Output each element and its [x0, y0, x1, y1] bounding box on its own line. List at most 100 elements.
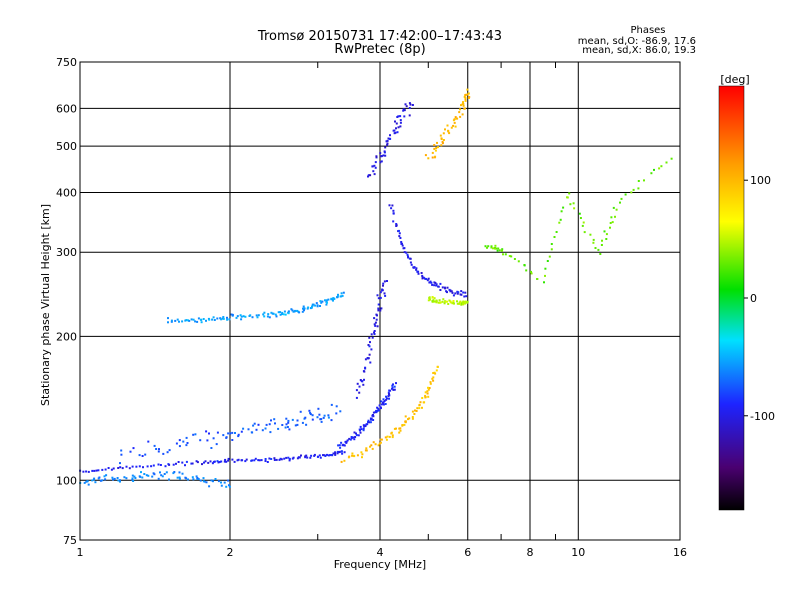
data-point — [411, 410, 414, 413]
data-point — [399, 429, 402, 432]
y-tick-label: 750 — [56, 56, 77, 69]
data-point — [379, 152, 382, 155]
data-point — [398, 431, 401, 434]
data-point — [385, 395, 387, 398]
data-point — [263, 311, 266, 314]
data-point — [319, 300, 322, 303]
data-point — [609, 226, 611, 229]
data-point — [178, 445, 181, 448]
data-point — [104, 468, 107, 471]
data-point — [569, 203, 572, 206]
data-point — [658, 167, 661, 170]
chart-title: Tromsø 20150731 17:42:00–17:43:43 — [257, 29, 502, 44]
data-point — [415, 410, 418, 412]
data-point — [494, 247, 497, 250]
data-point — [340, 450, 343, 453]
data-point — [299, 410, 302, 413]
data-point — [462, 101, 464, 104]
data-point — [121, 467, 124, 470]
data-point — [160, 474, 163, 477]
data-point — [355, 389, 358, 392]
data-point — [138, 465, 141, 468]
data-point — [159, 471, 161, 474]
data-point — [249, 314, 252, 317]
data-point — [141, 455, 144, 457]
data-point — [207, 461, 210, 464]
data-point — [358, 385, 361, 388]
data-point — [399, 125, 402, 128]
data-point — [225, 436, 228, 439]
data-point — [388, 435, 391, 438]
data-point — [99, 479, 102, 482]
data-point — [311, 304, 314, 307]
data-point — [434, 149, 437, 152]
data-point — [441, 300, 444, 303]
y-tick-label: 300 — [56, 246, 77, 259]
data-point — [273, 457, 276, 460]
data-point — [391, 204, 394, 207]
data-point — [306, 307, 309, 310]
data-point — [309, 456, 312, 459]
data-point — [131, 477, 134, 480]
data-point — [374, 411, 377, 414]
data-point — [373, 333, 376, 335]
data-point — [395, 223, 398, 225]
data-point — [375, 409, 378, 412]
data-point — [335, 412, 338, 415]
data-point — [178, 476, 181, 479]
data-point — [605, 233, 608, 236]
data-point — [427, 395, 430, 398]
data-point — [373, 330, 376, 332]
data-point — [268, 457, 271, 460]
data-point — [632, 188, 635, 191]
data-point — [417, 272, 420, 275]
data-point — [205, 319, 207, 322]
data-point — [356, 382, 359, 385]
data-point — [231, 458, 234, 461]
data-point — [229, 432, 232, 435]
data-point — [391, 434, 394, 437]
data-point — [263, 315, 266, 318]
data-point — [379, 438, 382, 441]
data-point — [152, 464, 155, 467]
data-point — [433, 297, 436, 300]
data-point — [396, 131, 399, 134]
data-point — [421, 274, 424, 277]
data-point — [452, 294, 455, 297]
data-point — [275, 458, 278, 461]
data-point — [305, 454, 308, 457]
data-point — [190, 462, 193, 465]
data-point — [340, 460, 343, 463]
data-point — [313, 454, 316, 457]
chart-subtitle: RwPretec (8p) — [334, 42, 425, 57]
data-point — [133, 475, 136, 478]
data-point — [670, 157, 673, 160]
data-point — [394, 120, 396, 123]
data-point — [416, 407, 419, 410]
data-point — [432, 372, 435, 374]
x-tick-label: 1 — [77, 546, 84, 559]
data-point — [187, 478, 189, 481]
data-point — [287, 456, 290, 459]
colorbar-tick-label: -100 — [750, 410, 775, 423]
data-point — [355, 432, 357, 435]
data-point — [222, 434, 225, 437]
data-point — [233, 460, 236, 463]
data-point — [615, 208, 618, 211]
data-point — [463, 107, 466, 110]
data-point — [400, 241, 403, 243]
data-point — [155, 448, 158, 450]
data-point — [261, 429, 264, 432]
data-point — [435, 301, 438, 304]
data-point — [395, 382, 397, 385]
data-point — [195, 460, 198, 463]
data-point — [364, 449, 367, 452]
data-point — [392, 212, 395, 215]
colorbar — [718, 85, 745, 511]
data-point — [446, 291, 448, 294]
data-point — [373, 164, 376, 167]
data-point — [611, 221, 614, 224]
data-point — [392, 209, 395, 212]
data-point — [215, 443, 218, 446]
